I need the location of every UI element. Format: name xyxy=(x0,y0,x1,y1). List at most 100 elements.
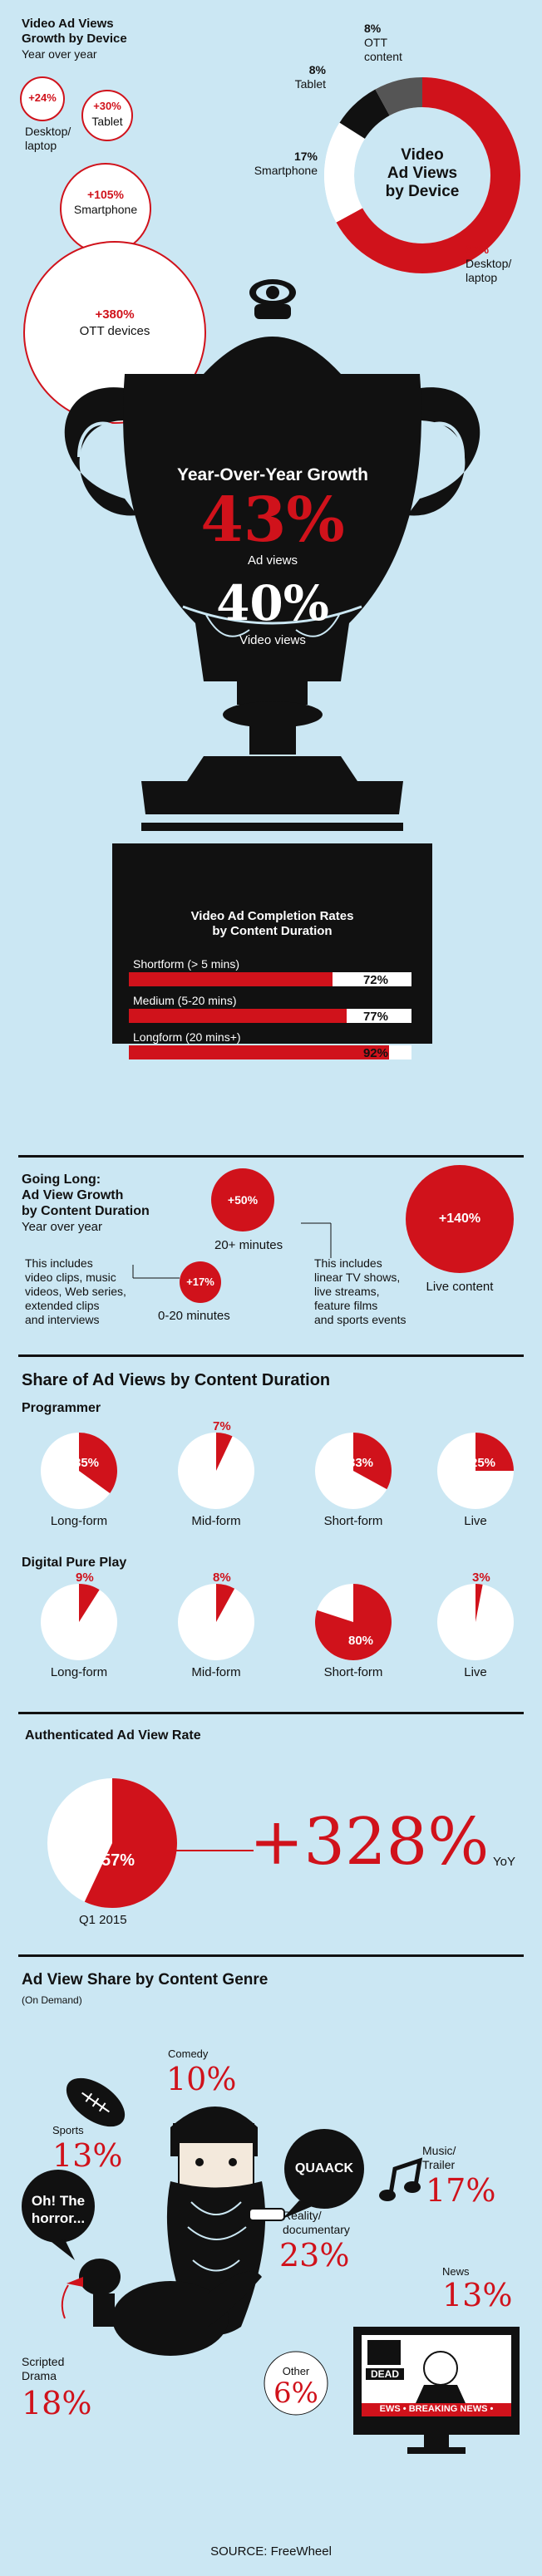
authenticated-period: Q1 2015 xyxy=(79,1913,127,1927)
programmer-pie-slice xyxy=(353,1433,392,1490)
programmer-pie-value: 25% xyxy=(471,1456,496,1470)
programmer-pie-label: Short-form xyxy=(323,1514,383,1528)
smartphone-growth-label: Smartphone xyxy=(73,203,138,216)
news-value: 13% xyxy=(442,2277,513,2313)
desktop-label-line1: Desktop/ xyxy=(25,125,71,138)
horror-line2: horror... xyxy=(31,2210,86,2226)
pureplay-pie xyxy=(437,1584,514,1660)
music-label-line2: Trailer xyxy=(422,2158,456,2171)
genre-illustration xyxy=(22,2077,520,2454)
completion-bar-value: 92% xyxy=(362,1046,388,1060)
news-label: News xyxy=(442,2265,470,2278)
short-growth-bubble xyxy=(180,1261,221,1303)
long-growth-bubble xyxy=(211,1168,274,1231)
drama-label: Scripted Drama xyxy=(22,2355,64,2383)
reality-value: 23% xyxy=(279,2237,350,2274)
pureplay-pie-label: Mid-form xyxy=(191,1665,241,1679)
tablet-growth-bubble xyxy=(81,90,133,141)
going-long-connectors xyxy=(132,1222,332,1279)
growth-subtitle: Year over year xyxy=(22,47,97,61)
donut-desktop-line1: Desktop/ xyxy=(466,257,512,270)
completion-bar-fill xyxy=(129,1009,347,1023)
other-label: Other xyxy=(282,2365,310,2377)
authenticated-value: 57% xyxy=(101,1851,136,1870)
donut-desktop-label: 67% Desktop/ laptop xyxy=(466,243,511,285)
programmer-pie-label: Long-form xyxy=(50,1514,108,1528)
programmer-pie-slice xyxy=(79,1433,118,1494)
donut-ott-line2: content xyxy=(364,50,402,63)
donut-segment-ott xyxy=(324,77,520,273)
authenticated-title: Authenticated Ad View Rate xyxy=(25,1728,201,1743)
comedy-label: Comedy xyxy=(168,2048,209,2060)
desktop-growth-value: +24% xyxy=(28,91,57,104)
pureplay-pie-value: 3% xyxy=(472,1571,490,1585)
note-short-content: This includes video clips, music videos,… xyxy=(25,1256,126,1327)
donut-ott-value: 8% xyxy=(364,22,382,35)
going-long-title: Going Long: Ad View Growth by Content Du… xyxy=(22,1172,150,1219)
authenticated-growth-unit: YoY xyxy=(493,1855,515,1869)
live-growth-label: Live content xyxy=(426,1280,494,1294)
ad-views-growth-label: Ad views xyxy=(247,553,298,568)
going-long-title-line3: by Content Duration xyxy=(22,1204,150,1218)
drama-label-line1: Scripted xyxy=(22,2355,65,2368)
source-note: SOURCE: FreeWheel xyxy=(210,2544,332,2559)
donut-desktop-value: 67% xyxy=(466,243,490,256)
growth-by-device-title: Video Ad Views Growth by Device xyxy=(22,17,127,47)
tablet-growth-value: +30% xyxy=(93,100,121,112)
music-label: Music/ Trailer xyxy=(422,2144,456,2172)
video-views-growth-value: 40% xyxy=(216,575,329,632)
pureplay-pie-slice xyxy=(216,1584,235,1622)
note-long-line2: linear TV shows, xyxy=(314,1271,401,1284)
long-growth-label: 20+ minutes xyxy=(214,1238,283,1252)
going-long-title-line2: Ad View Growth xyxy=(22,1188,124,1202)
donut-tablet-text: Tablet xyxy=(294,77,326,91)
donut-tablet-value: 8% xyxy=(308,63,326,76)
reality-label-line1: Reality/ xyxy=(283,2209,322,2222)
donut-smartphone-text: Smartphone xyxy=(254,164,318,177)
completion-bar-value: 72% xyxy=(362,973,388,987)
donut-center-title: Video Ad Views by Device xyxy=(378,146,466,201)
note-long-line1: This includes xyxy=(314,1256,382,1270)
growth-title-line2: Growth by Device xyxy=(22,32,127,46)
device-donut-chart xyxy=(324,77,520,273)
donut-title-line2: Ad Views xyxy=(387,165,458,182)
tv-dead-label: DEAD xyxy=(366,2368,404,2380)
donut-title-line1: Video xyxy=(401,146,444,164)
tablet-growth-label: Tablet xyxy=(91,115,123,128)
donut-segment-smartphone xyxy=(324,77,520,273)
programmer-label: Programmer xyxy=(22,1401,101,1415)
note-long-line4: feature films xyxy=(314,1299,378,1312)
trophy-illustration xyxy=(64,279,480,1044)
note-short-line3: videos, Web series, xyxy=(25,1285,126,1298)
drama-value: 18% xyxy=(22,2385,92,2421)
pureplay-pie xyxy=(41,1584,117,1660)
donut-ott-line1: OTT xyxy=(364,36,387,49)
pureplay-pie-slice xyxy=(315,1584,392,1660)
short-growth-value: +17% xyxy=(186,1276,214,1288)
programmer-pie-value: 33% xyxy=(348,1456,374,1470)
trophy-title: Year-Over-Year Growth xyxy=(177,465,368,484)
share-duration-title: Share of Ad Views by Content Duration xyxy=(22,1371,331,1389)
programmer-pie-value: 35% xyxy=(74,1456,100,1470)
completion-bar-value: 77% xyxy=(362,1010,388,1024)
comedy-value: 10% xyxy=(166,2061,237,2097)
completion-bar: 92% xyxy=(129,1045,411,1060)
video-views-growth-label: Video views xyxy=(239,633,306,647)
completion-bar: 77% xyxy=(129,1009,411,1024)
note-short-line4: extended clips xyxy=(25,1299,100,1312)
note-long-content: This includes linear TV shows, live stre… xyxy=(314,1256,406,1327)
donut-ott-label: 8% OTT content xyxy=(364,22,402,64)
note-short-line2: video clips, music xyxy=(25,1271,116,1284)
programmer-pie-slice xyxy=(475,1433,514,1471)
pureplay-pie xyxy=(315,1584,392,1660)
authenticated-growth: +328% xyxy=(249,1805,490,1880)
quack-text: QUAACK xyxy=(294,2161,354,2175)
programmer-pie-value: 7% xyxy=(213,1419,231,1433)
other-value: 6% xyxy=(273,2377,318,2410)
drama-label-line2: Drama xyxy=(22,2369,57,2382)
completion-bar-label: Medium (5-20 mins) xyxy=(133,994,237,1007)
section-divider-4 xyxy=(18,1954,524,1957)
programmer-pie xyxy=(178,1433,254,1509)
desktop-label-line2: laptop xyxy=(25,139,57,152)
reality-label-line2: documentary xyxy=(283,2223,350,2236)
